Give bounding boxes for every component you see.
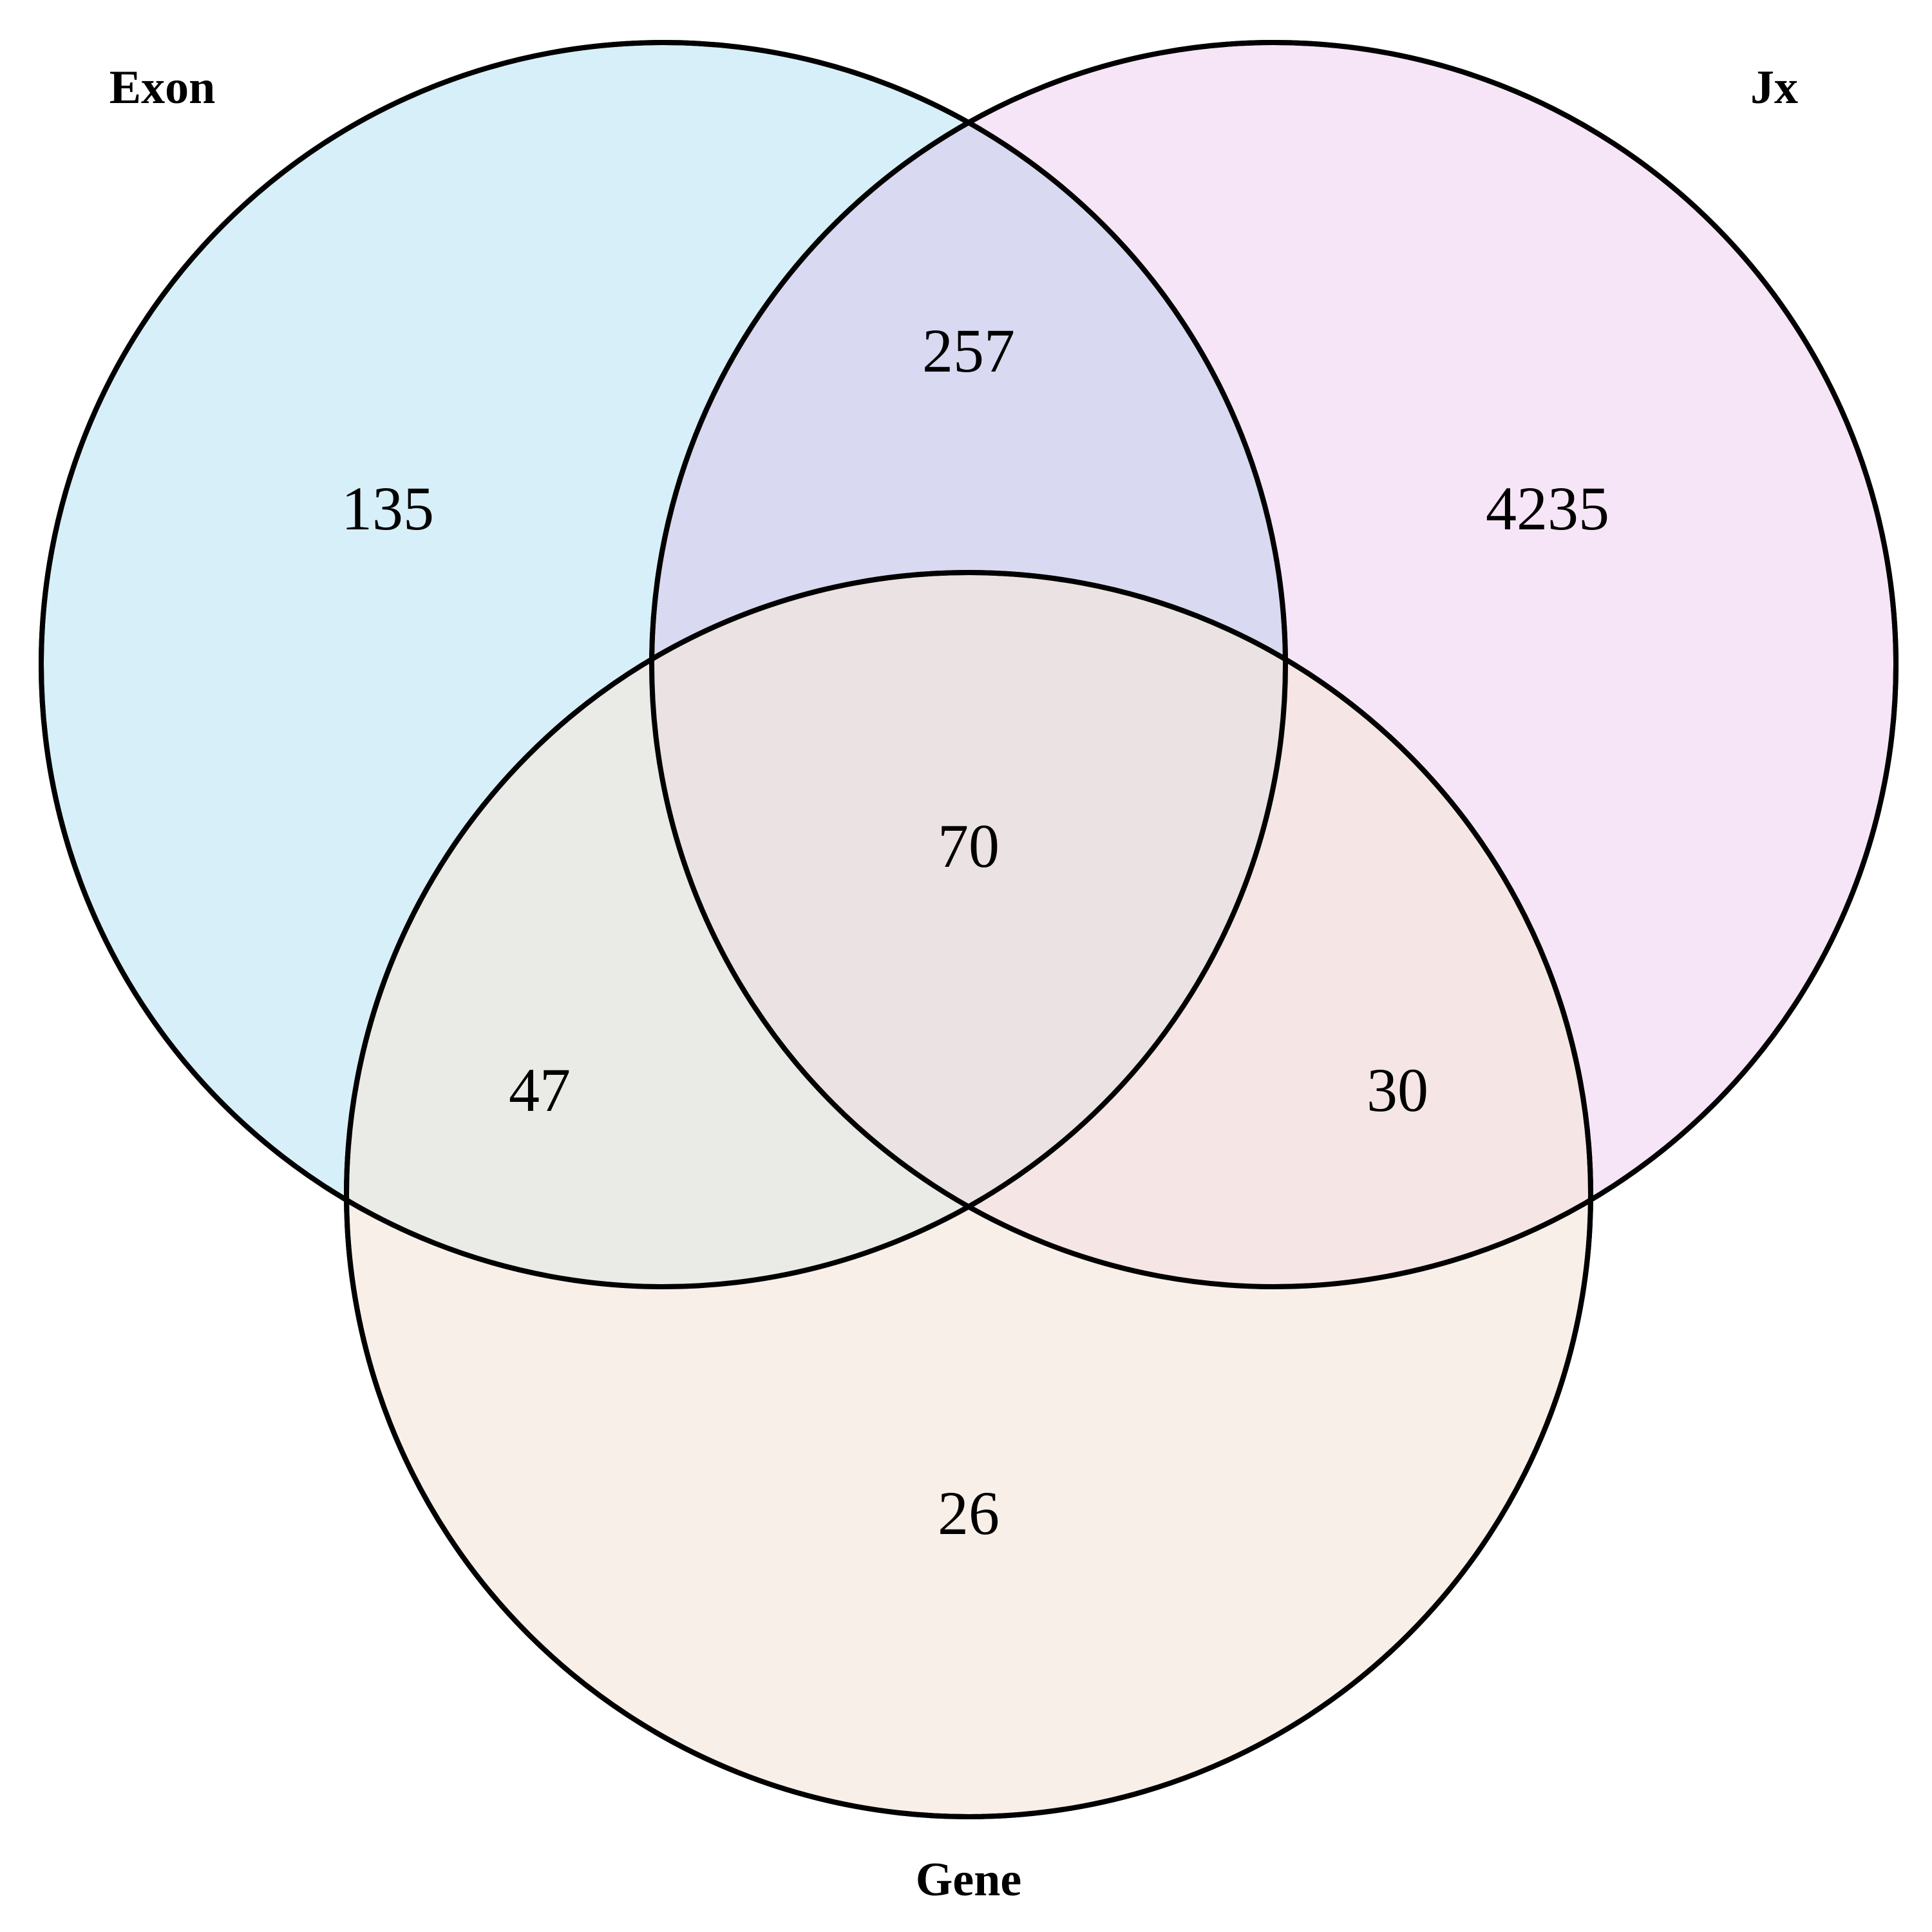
count-gene-only: 26: [938, 1479, 999, 1548]
count-exon-jx: 257: [922, 316, 1015, 385]
gene-outline: [344, 570, 1593, 1819]
circle-outlines: [39, 40, 1899, 1819]
exon-set-label: Exon: [109, 61, 216, 114]
count-jx-only: 4235: [1486, 474, 1609, 543]
count-exon-gene: 47: [509, 1056, 571, 1124]
count-jx-gene: 30: [1367, 1056, 1428, 1124]
jx-set-label: Jx: [1750, 61, 1798, 114]
count-all: 70: [938, 811, 999, 880]
count-exon-only: 135: [341, 474, 434, 543]
jx-outline: [649, 40, 1899, 1289]
gene-set-circle: [344, 570, 1593, 1819]
exon-outline: [39, 40, 1288, 1289]
gene-set-label: Gene: [916, 1853, 1021, 1906]
